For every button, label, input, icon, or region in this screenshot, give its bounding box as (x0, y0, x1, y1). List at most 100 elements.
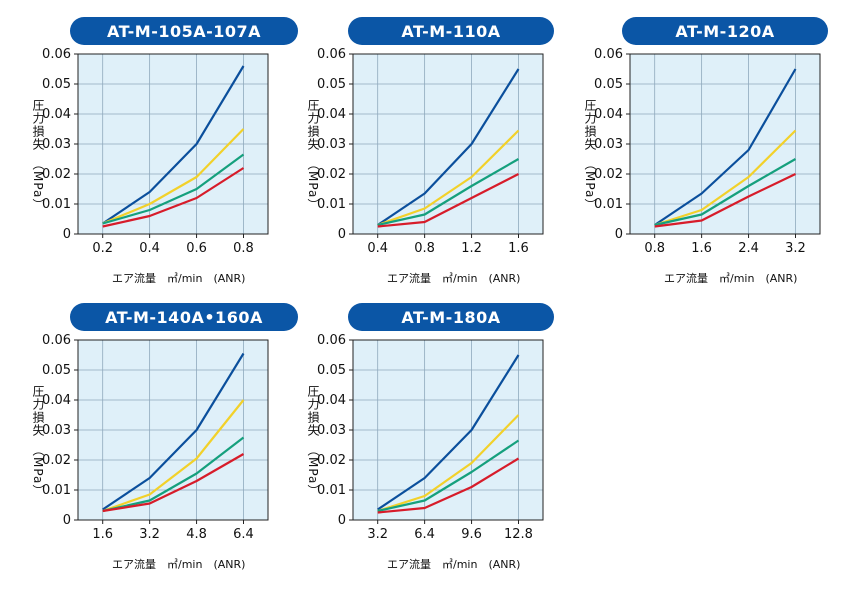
y-tick-label: 0.01 (42, 197, 71, 212)
series-line-3 (377, 158, 520, 227)
y-axis-label: 圧力損失 （MPa） (31, 99, 45, 212)
series-line-2 (654, 129, 797, 227)
y-axis-label: 圧力損失 （MPa） (31, 385, 45, 498)
chart-panel: AT-M-120A 0 0.01 0.02 0.03 0.04 0.05 0.06 0.8 1.6… (580, 17, 842, 307)
series-line-1 (377, 68, 520, 226)
y-tick-label: 0.01 (317, 197, 346, 212)
chart-title: AT-M-120A (622, 17, 828, 45)
x-tick-label: 3.2 (785, 241, 806, 256)
x-axis-label: エア流量 ㎥/min (ANR) (112, 272, 246, 285)
y-tick-label: 0.06 (42, 47, 71, 62)
y-tick-label: 0.03 (42, 137, 71, 152)
y-tick-label: 0.06 (317, 47, 346, 62)
series-line-3 (377, 439, 520, 513)
series-line-3 (102, 436, 245, 513)
x-axis-label: エア流量 ㎥/min (ANR) (387, 558, 521, 571)
y-tick-label: 0.05 (42, 363, 71, 378)
series-line-4 (654, 173, 796, 228)
y-tick-label: 0 (63, 513, 71, 528)
x-axis-label: エア流量 ㎥/min (ANR) (112, 558, 246, 571)
y-axis-label: 圧力損失 （MPa） (306, 99, 320, 212)
y-tick-label: 0 (615, 227, 623, 242)
x-tick-label: 6.4 (233, 527, 254, 542)
chart-svg: 0 0.01 0.02 0.03 0.04 0.05 0.06 0.4 0.8 1.2 1.6 (317, 47, 544, 256)
x-tick-label: 0.4 (139, 241, 160, 256)
x-tick-label: 1.6 (691, 241, 712, 256)
y-tick-label: 0.05 (42, 77, 71, 92)
x-tick-label: 0.2 (92, 241, 113, 256)
chart-title: AT-M-105A-107A (70, 17, 298, 45)
x-axis-label: エア流量 ㎥/min (ANR) (664, 272, 798, 285)
chart-panel: AT-M-180A 0 0.01 0.02 0.03 0.04 0.05 0.06 3.2 6.4… (303, 303, 573, 593)
y-axis-label: 圧力損失 （MPa） (583, 99, 597, 212)
y-tick-label: 0.03 (594, 137, 623, 152)
y-tick-label: 0.02 (42, 453, 71, 468)
chart-svg: 0 0.01 0.02 0.03 0.04 0.05 0.06 1.6 3.2 4.8 6.4 (42, 333, 269, 542)
y-tick-label: 0.05 (317, 363, 346, 378)
y-tick-label: 0.04 (42, 107, 71, 122)
series-line-2 (377, 414, 520, 513)
x-tick-label: 1.2 (461, 241, 482, 256)
series-line-2 (102, 128, 245, 225)
plot-frame (352, 339, 544, 521)
x-tick-label: 2.4 (738, 241, 759, 256)
series-line-2 (377, 129, 520, 227)
series-line-1 (654, 68, 797, 226)
chart-panel: AT-M-105A-107A 0 0.01 0.02 0.03 0.04 0.05 0.06 0… (28, 17, 298, 307)
chart-svg: 0 0.01 0.02 0.03 0.04 0.05 0.06 0.2 0.4 0.6 0.8 (42, 47, 269, 256)
y-tick-label: 0.04 (42, 393, 71, 408)
y-tick-label: 0.04 (317, 393, 346, 408)
chart-panel: AT-M-140A•160A 0 0.01 0.02 0.03 0.04 0.05 0.06 1… (28, 303, 298, 593)
x-tick-label: 3.2 (367, 527, 388, 542)
y-tick-label: 0.04 (317, 107, 346, 122)
y-tick-label: 0.05 (594, 77, 623, 92)
x-tick-label: 0.8 (644, 241, 665, 256)
series-line-1 (377, 354, 520, 511)
y-tick-label: 0.03 (317, 423, 346, 438)
series-line-4 (377, 173, 519, 228)
x-tick-label: 0.8 (414, 241, 435, 256)
chart-panel: AT-M-110A 0 0.01 0.02 0.03 0.04 0.05 0.06 0.4 0.8… (303, 17, 573, 307)
series-line-3 (654, 158, 797, 227)
y-tick-label: 0.02 (594, 167, 623, 182)
plot-frame (77, 53, 269, 235)
y-tick-label: 0.02 (42, 167, 71, 182)
x-axis-label: エア流量 ㎥/min (ANR) (387, 272, 521, 285)
series-line-1 (102, 352, 245, 511)
y-tick-label: 0.03 (317, 137, 346, 152)
chart-svg: 0 0.01 0.02 0.03 0.04 0.05 0.06 3.2 6.4 9.6 12.8 (317, 333, 544, 542)
chart-svg: 0 0.01 0.02 0.03 0.04 0.05 0.06 0.8 1.6 2.4 3.2 (594, 47, 821, 256)
plot-frame (352, 53, 544, 235)
plot-frame (629, 53, 821, 235)
y-tick-label: 0.04 (594, 107, 623, 122)
series-line-1 (102, 65, 245, 225)
x-tick-label: 0.6 (186, 241, 207, 256)
x-tick-label: 1.6 (92, 527, 113, 542)
series-line-2 (102, 399, 245, 513)
y-axis-label: 圧力損失 （MPa） (306, 385, 320, 498)
y-tick-label: 0.06 (42, 333, 71, 348)
y-tick-label: 0.01 (42, 483, 71, 498)
y-tick-label: 0.01 (594, 197, 623, 212)
y-tick-label: 0.03 (42, 423, 71, 438)
y-tick-label: 0.05 (317, 77, 346, 92)
plot-frame (77, 339, 269, 521)
y-tick-label: 0 (63, 227, 71, 242)
y-tick-label: 0.01 (317, 483, 346, 498)
y-tick-label: 0 (338, 513, 346, 528)
series-line-4 (377, 457, 520, 514)
y-tick-label: 0.06 (317, 333, 346, 348)
y-tick-label: 0 (338, 227, 346, 242)
x-tick-label: 6.4 (414, 527, 435, 542)
y-tick-label: 0.06 (594, 47, 623, 62)
chart-title: AT-M-140A•160A (70, 303, 298, 331)
series-line-3 (102, 153, 245, 225)
x-tick-label: 12.8 (504, 527, 533, 542)
y-tick-label: 0.02 (317, 167, 346, 182)
x-tick-label: 9.6 (461, 527, 482, 542)
series-line-4 (102, 453, 245, 513)
series-line-4 (102, 167, 245, 228)
chart-title: AT-M-110A (348, 17, 554, 45)
x-tick-label: 4.8 (186, 527, 207, 542)
x-tick-label: 0.8 (233, 241, 254, 256)
